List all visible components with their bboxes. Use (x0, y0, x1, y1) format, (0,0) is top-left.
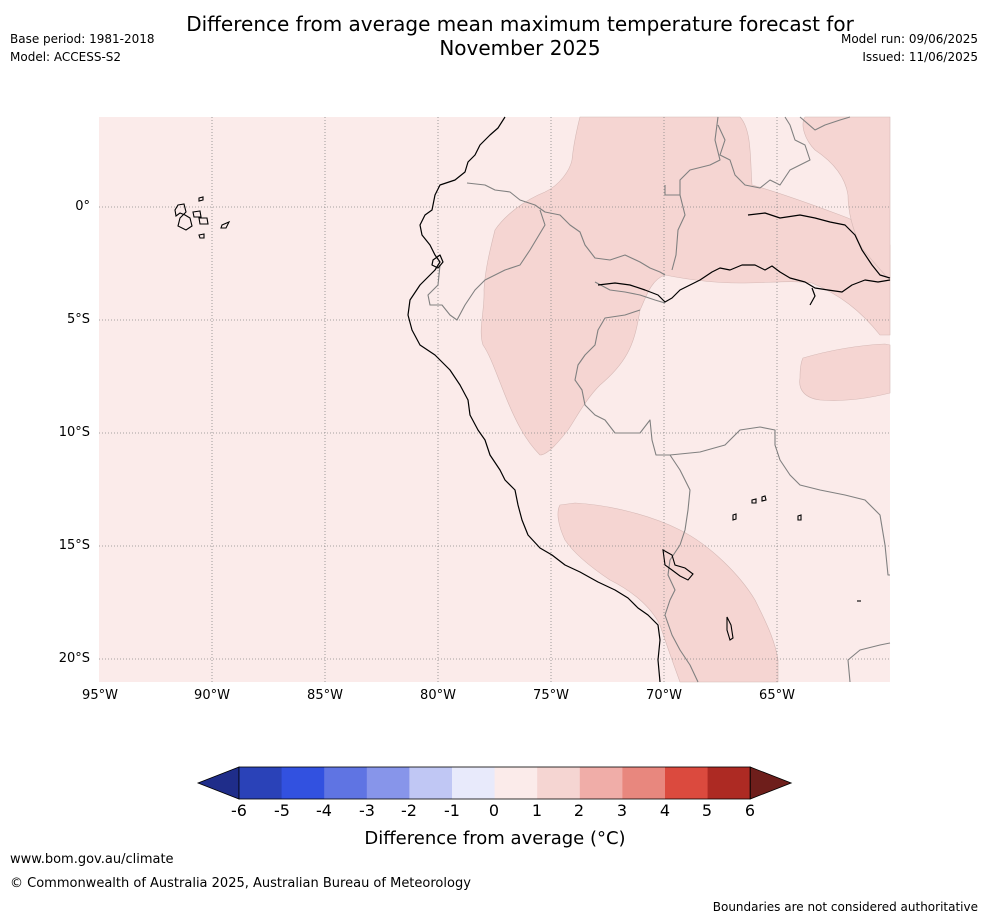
lat-label-15s: 15°S (58, 538, 90, 553)
galapagos-north (198, 196, 204, 202)
cbar-tick-2: 2 (573, 801, 585, 820)
title-line-2: November 2025 (439, 36, 601, 60)
coast-pacific-south-america (407, 116, 661, 683)
galapagos-isabela (174, 203, 193, 231)
issued-date: Issued: 11/06/2025 (862, 50, 978, 64)
lon-label-65w: 65°W (759, 688, 795, 703)
model-name: Model: ACCESS-S2 (10, 50, 122, 64)
border-colombia-venezuela-brazil (664, 116, 721, 196)
islands-and-lakes (174, 196, 861, 641)
lake-titicaca (662, 548, 694, 581)
colorbar-segment (409, 767, 453, 799)
border-venezuela-brazil (671, 194, 686, 271)
cbar-tick-0: 0 (488, 801, 500, 820)
border-peru-colombia-south (594, 281, 666, 304)
footer-url: www.bom.gov.au/climate (10, 852, 174, 867)
cbar-tick-5: 5 (701, 801, 713, 820)
colorbar-label-unit: °C) (596, 828, 626, 849)
lat-label-0: 0° (75, 199, 90, 214)
colorbar-segment (324, 767, 368, 799)
border-ecuador-peru (427, 209, 546, 321)
lake-bolivia-2 (761, 495, 767, 502)
colorbar-label: Difference from average (°C) (300, 827, 690, 849)
model-run: Model run: 09/06/2025 (840, 32, 978, 46)
lat-label-10s: 10°S (58, 425, 90, 440)
colorbar-extend-low (196, 766, 240, 800)
lon-label-90w: 90°W (194, 688, 230, 703)
cbar-tick-6: 6 (744, 801, 756, 820)
lat-label-20s: 20°S (58, 651, 90, 666)
meta-right: Model run: 09/06/2025 Issued: 11/06/2025 (841, 30, 978, 66)
cbar-tick-4: 4 (659, 801, 671, 820)
colorbar-segment (494, 767, 538, 799)
colorbar-segment (622, 767, 666, 799)
lake-poopo (726, 616, 734, 641)
galapagos-small (198, 233, 205, 239)
border-guiana (799, 116, 851, 131)
title-line-1: Difference from average mean maximum tem… (186, 12, 854, 36)
warm-area-altiplano (557, 502, 779, 683)
border-bolivia-paraguay (847, 642, 891, 683)
cbar-tick-3: 3 (616, 801, 628, 820)
colorbar-segment (579, 767, 623, 799)
lon-label-85w: 85°W (307, 688, 343, 703)
lat-label-5s: 5°S (66, 312, 90, 327)
colorbar-segment (239, 767, 283, 799)
colorbar-segment (537, 767, 581, 799)
galapagos-santa-cruz (192, 210, 202, 218)
base-period: Base period: 1981-2018 (10, 32, 155, 46)
lon-label-95w: 95°W (82, 688, 118, 703)
lake-bolivia-3 (732, 513, 737, 521)
cbar-tick-1: 1 (531, 801, 543, 820)
colorbar-segment (366, 767, 410, 799)
galapagos-san-cristobal (220, 220, 231, 229)
coastlines (407, 116, 891, 683)
warm-area-central-brazil (799, 343, 891, 401)
colorbar (196, 766, 793, 800)
cbar-tick-m3: -3 (359, 801, 375, 820)
border-peru-brazil (574, 309, 691, 546)
coast-rio-negro (747, 212, 891, 279)
cbar-tick-m1: -1 (444, 801, 460, 820)
colorbar-label-main: Difference from average ( (364, 828, 597, 849)
border-guyana (717, 116, 811, 189)
coast-amazon-river (597, 264, 891, 303)
coast-gulf-guayaquil (431, 254, 444, 269)
lake-bolivia-1 (751, 498, 757, 504)
border-bolivia-brazil (669, 426, 890, 576)
footer-copyright: © Commonwealth of Australia 2025, Austra… (10, 876, 471, 891)
colorbar-segment (452, 767, 496, 799)
lon-label-70w: 70°W (646, 688, 682, 703)
lon-label-75w: 75°W (533, 688, 569, 703)
lake-bolivia-4 (797, 514, 802, 521)
warm-area-brazil-north (802, 116, 891, 281)
colorbar-segment (281, 767, 325, 799)
lon-label-80w: 80°W (420, 688, 456, 703)
meta-left: Base period: 1981-2018 Model: ACCESS-S2 (10, 30, 155, 66)
warm-anomaly-areas (480, 116, 891, 683)
border-colombia-ecuador-peru (466, 182, 666, 276)
graticule (99, 117, 890, 682)
colorbar-segment (707, 767, 751, 799)
footer-disclaimer: Boundaries are not considered authoritat… (712, 900, 978, 914)
cbar-tick-m6: -6 (231, 801, 247, 820)
colorbar-segment (665, 767, 709, 799)
chart-title: Difference from average mean maximum tem… (120, 12, 920, 60)
cbar-tick-m4: -4 (316, 801, 332, 820)
cbar-tick-m5: -5 (274, 801, 290, 820)
colorbar-outline (238, 766, 751, 800)
cbar-tick-m2: -2 (401, 801, 417, 820)
coast-madeira (809, 287, 816, 306)
colorbar-extend-high (749, 766, 793, 800)
galapagos-santiago (198, 217, 209, 225)
